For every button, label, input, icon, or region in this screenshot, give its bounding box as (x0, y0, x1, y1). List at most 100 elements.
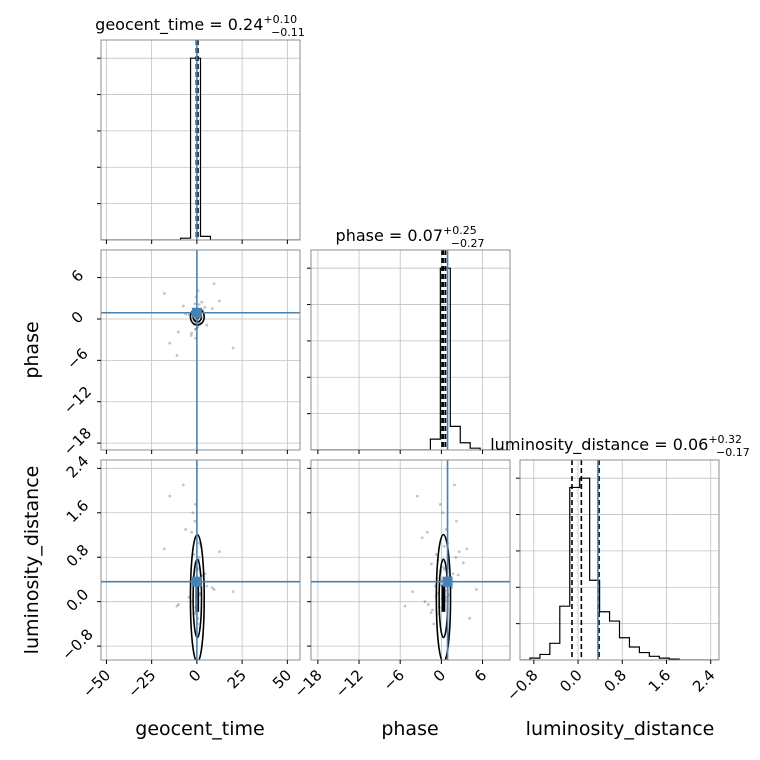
sample-point (218, 299, 221, 303)
sample-point (189, 334, 193, 337)
contour-outer (435, 533, 452, 660)
y-tick-label-luminosity_distance: 2.4 (63, 452, 93, 482)
sample-point (193, 327, 197, 331)
x-tick-label-geocent_time: −50 (79, 666, 114, 701)
sample-point (429, 611, 433, 615)
y-tick-label-phase: 0 (68, 308, 87, 327)
panel-frame (310, 249, 511, 451)
sample-point (193, 519, 197, 523)
panel-phase-phase (307, 249, 511, 454)
sample-point (191, 511, 195, 515)
panel-frame (100, 39, 301, 241)
sample-point (425, 530, 429, 534)
sample-point (192, 553, 196, 556)
title-geocent_time: geocent_time = 0.24+0.10 −0.11 (95, 13, 305, 39)
sample-point (415, 494, 419, 498)
sample-point (205, 584, 209, 588)
sample-point (177, 330, 180, 334)
density-core (441, 584, 446, 612)
x-axis-label-phase: phase (381, 718, 438, 740)
x-tick-label-luminosity_distance: −0.8 (503, 666, 541, 704)
x-tick-label-luminosity_distance: 0.8 (600, 666, 630, 696)
panel-frame (100, 459, 301, 661)
truth-marker (191, 307, 202, 318)
x-tick-label-phase: −18 (291, 666, 326, 701)
title-luminosity_distance: luminosity_distance = 0.06+0.32 −0.17 (490, 433, 750, 459)
y-tick-label-phase: 6 (68, 266, 87, 285)
sample-point (181, 483, 185, 487)
sample-point (438, 503, 442, 506)
sample-point (457, 550, 461, 554)
sample-point (403, 604, 407, 608)
panel-frame (519, 459, 720, 661)
y-tick-label-luminosity_distance: 0.8 (63, 541, 93, 571)
histogram-geocent_time (101, 57, 300, 240)
y-tick-label-luminosity_distance: 0.0 (63, 585, 93, 615)
y-axis-label-luminosity_distance: luminosity_distance (21, 466, 43, 655)
sample-point (193, 611, 197, 615)
title-median: 0.07 (407, 226, 443, 245)
x-tick-label-geocent_time: 25 (224, 666, 250, 692)
panel-titles: geocent_time = 0.24+0.10 −0.11 phase = 0.… (95, 13, 750, 459)
panel-plot-area (101, 40, 300, 240)
sample-point (175, 354, 179, 357)
sample-point (442, 544, 446, 548)
x-tick-label-luminosity_distance: 0.0 (556, 666, 586, 696)
sample-point (454, 555, 458, 559)
panel-frame (310, 459, 511, 661)
sample-point (197, 303, 201, 306)
sample-point (203, 305, 207, 309)
sample-point (197, 555, 201, 559)
sample-point (411, 590, 414, 594)
x-tick-label-geocent_time: −25 (124, 666, 159, 701)
sample-point (420, 536, 424, 540)
panel-plot-area (101, 250, 300, 450)
y-tick-label-phase: −12 (60, 383, 95, 418)
panel-plot-area (101, 460, 300, 660)
sample-point (187, 313, 191, 317)
sample-point (200, 300, 204, 304)
sample-point (162, 292, 166, 295)
x-tick-label-phase: 6 (471, 666, 490, 685)
sample-point (210, 586, 214, 590)
x-tick-label-geocent_time: 0 (185, 666, 204, 685)
panel-geocent_time-phase (97, 249, 301, 454)
sample-point (212, 282, 216, 286)
x-tick-label-phase: 0 (430, 666, 449, 685)
sample-point (474, 588, 478, 591)
panel-geocent_time-geocent_time (97, 39, 301, 244)
panel-phase-luminosity_distance (307, 459, 511, 664)
x-tick-label-phase: −12 (332, 666, 367, 701)
sample-point (430, 562, 433, 566)
sample-point (168, 494, 172, 498)
sample-point (453, 483, 456, 487)
title-plus: +0.32 (708, 433, 742, 446)
sample-point (455, 519, 458, 523)
sample-point (456, 573, 460, 577)
truth-marker (442, 576, 453, 587)
sample-point (434, 553, 438, 556)
sample-point (197, 541, 201, 545)
x-axis-label-luminosity_distance: luminosity_distance (526, 718, 715, 740)
panel-layer: −50 −25 0 25 50−18 −12 −6 0 6 −0.8 0.0 0.8 1.6 2.4−18… (58, 39, 720, 705)
panel-geocent_time-luminosity_distance (97, 459, 301, 664)
title-median: 0.06 (673, 435, 709, 454)
sample-point (184, 528, 188, 531)
sample-point (231, 590, 235, 594)
histogram-luminosity_distance (520, 477, 719, 660)
y-tick-label-phase: −6 (63, 345, 91, 373)
title-plus: +0.10 (263, 13, 297, 26)
panel-plot-area (311, 250, 510, 450)
sample-point (177, 603, 180, 606)
axis-labels: geocent_time phase luminosity_distance p… (21, 321, 714, 740)
sample-point (231, 346, 235, 350)
y-tick-label-luminosity_distance: 1.6 (63, 496, 93, 526)
sample-point (423, 600, 427, 604)
sample-point (468, 616, 471, 620)
sample-point (181, 304, 185, 308)
sample-point (443, 568, 446, 571)
title-minus: −0.17 (716, 446, 750, 459)
sample-point (465, 547, 469, 551)
truth-marker (191, 576, 202, 587)
